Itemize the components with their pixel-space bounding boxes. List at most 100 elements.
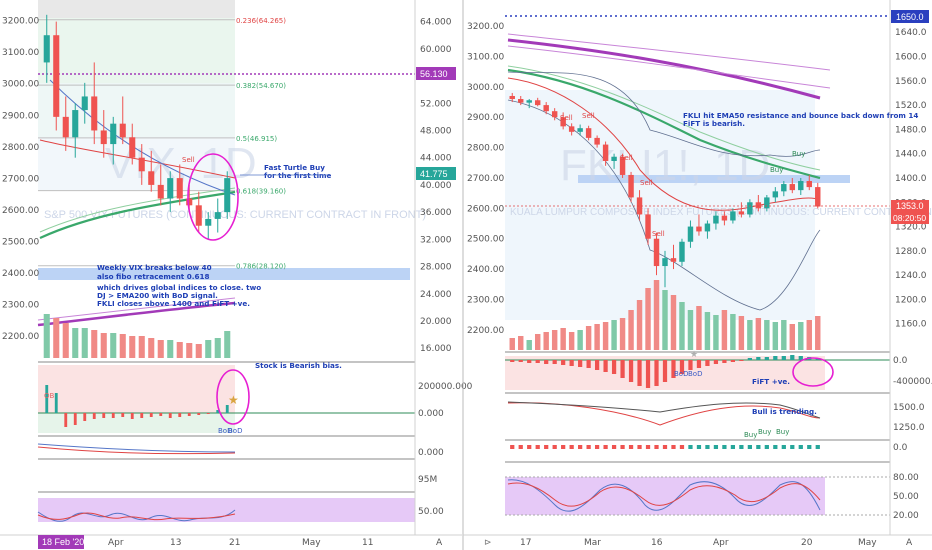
fkli-last-price-badge-bg — [891, 200, 929, 212]
volume-bar — [214, 338, 221, 358]
left-axis-tick: 3000.00 — [2, 80, 39, 90]
fkli-osc1-bar — [739, 360, 744, 361]
right-axis-tick: 60.000 — [420, 45, 452, 55]
fkli-timer-badge: 08:20:50 — [893, 213, 926, 223]
vix-xtick-13: 13 — [170, 538, 181, 548]
fkli-ema-green-2 — [507, 65, 821, 171]
vix-volume — [43, 314, 231, 358]
fkli-xtick-mar: Mar — [584, 538, 601, 548]
fkli-osc3-bar — [611, 445, 617, 449]
candle-body — [138, 157, 145, 172]
candle-body — [186, 198, 193, 206]
fkli-volume-bar — [636, 300, 643, 350]
fkli-candle-body — [679, 241, 685, 262]
fkli-osc3-bar — [671, 445, 676, 449]
fkli-candle-body — [815, 187, 821, 207]
fibo-levels: 0.236(64.265) 0.382(54.670) 0.5(46.915) 0.6… — [38, 17, 286, 271]
fkli-candle-body — [653, 238, 660, 267]
fkli-right-axis-tick: 1600.0 — [895, 53, 927, 63]
auto-scale-button[interactable]: A — [436, 538, 443, 548]
fkli-osc1-bar — [628, 360, 634, 382]
signal-buy-osc-2: Buy — [758, 428, 771, 436]
fkli-osc1-bar — [611, 360, 617, 374]
osc2-line-red — [37, 446, 236, 455]
fkli-osc3-bar — [705, 445, 710, 449]
fkli-stoch-d — [507, 482, 821, 507]
fkli-osc3-bar — [535, 445, 540, 449]
osc1-bod-label-2: BoD — [228, 427, 242, 435]
fkli-left-axis-tick: 2300.00 — [467, 295, 504, 305]
vix-osc1-bars — [45, 385, 229, 427]
osc1-bar — [54, 393, 58, 413]
fkli-osc3-bar — [561, 445, 566, 449]
fkli-osc3-bar — [518, 445, 523, 449]
fkli-chart: FKLI1!, 1D KUALA LUMPUR COMPOSITE INDEX … — [463, 0, 932, 548]
badge-56-bg — [416, 67, 456, 80]
fkli-volume-bar — [543, 332, 549, 350]
fkli-osc1-bar — [671, 360, 676, 378]
volume-bar — [176, 342, 183, 358]
osc1-tick-200k: 200000.000 — [418, 382, 473, 392]
fkli-candle-body — [518, 99, 524, 103]
osc1-bod-label-1: BoD — [218, 427, 232, 435]
fkli-osc3-bar — [552, 445, 557, 449]
fkli-osc3-bar — [773, 445, 778, 449]
osc1-bar — [178, 413, 182, 417]
fibo-region-1 — [38, 18, 235, 83]
volume-bar — [100, 333, 107, 358]
fkli-right-axis-tick: 1160.0 — [895, 320, 927, 330]
note-fkli-ema50: FKLI hit EMA50 resistance and bounce bac… — [683, 111, 918, 120]
fkli-osc3-bar — [578, 445, 583, 449]
fkli-ma-red — [507, 77, 821, 211]
volume-bar — [138, 336, 145, 358]
ema-purple — [37, 301, 236, 327]
fkli-osc2-line-red — [507, 402, 821, 426]
right-axis-tick: 16.000 — [420, 344, 452, 354]
vix-xtick-may: May — [302, 538, 321, 548]
fkli-volume-bar — [560, 328, 566, 350]
ema-purple-2 — [37, 297, 236, 321]
fkli-volume-bar — [509, 338, 515, 350]
fkli-osc1-bar — [705, 360, 710, 366]
left-axis-tick: 3100.00 — [2, 48, 39, 58]
fkli-play-button[interactable]: ⊳ — [484, 537, 492, 547]
fkli-osc1-tick-neg: -400000.0 — [893, 377, 932, 387]
osc1-bar — [111, 413, 115, 418]
vix-xtick-apr: Apr — [108, 538, 124, 548]
osc1-bar — [121, 413, 125, 417]
fkli-auto-scale-button[interactable]: A — [906, 538, 913, 548]
fibo-region-top — [38, 0, 235, 18]
fkli-candle-body — [636, 197, 643, 215]
note-dj-ema200: DJ > EMA200 with BoD signal. — [97, 291, 218, 300]
osc1-tick-0: 0.000 — [418, 409, 444, 419]
fkli-osc3-bar — [722, 445, 727, 449]
fkli-osc1-bars — [510, 355, 820, 388]
fkli-volume-bar — [585, 326, 592, 350]
stoch-k-line — [37, 509, 236, 522]
fkli-xtick-apr: Apr — [713, 538, 729, 548]
volume-bar — [224, 331, 231, 358]
fkli-osc3-bar — [510, 445, 515, 449]
fkli-candle-body — [738, 211, 745, 215]
fkli-candle-body — [687, 226, 694, 242]
right-axis-tick: 40.000 — [420, 181, 452, 191]
fkli-cloud — [505, 90, 815, 320]
fkli-candle-body — [585, 128, 592, 138]
note-first-time: for the first time — [264, 171, 332, 180]
badge-1650: 1650.0 — [896, 12, 924, 22]
fkli-right-axis-tick: 1280.0 — [895, 247, 927, 257]
fkli-stoch-k — [507, 479, 821, 512]
right-axis-tick: 24.000 — [420, 290, 452, 300]
fkli-left-axis-tick: 2600.00 — [467, 204, 504, 214]
osc1-bar — [159, 413, 163, 416]
fkli-osc3-bar — [586, 445, 591, 449]
fkli-osc1-bar — [645, 360, 651, 388]
fkli-osc1-bar — [696, 360, 702, 368]
fkli-candle-body — [568, 126, 575, 132]
fkli-xtick-20: 20 — [801, 538, 813, 548]
fkli-osc1-bar — [756, 357, 761, 360]
fkli-candle-body — [764, 197, 770, 209]
right-axis-tick: 32.000 — [420, 235, 452, 245]
note-fast-turtle: Fast Turtle Buy — [264, 163, 325, 172]
signal-sell-vix: Sell — [182, 156, 195, 164]
